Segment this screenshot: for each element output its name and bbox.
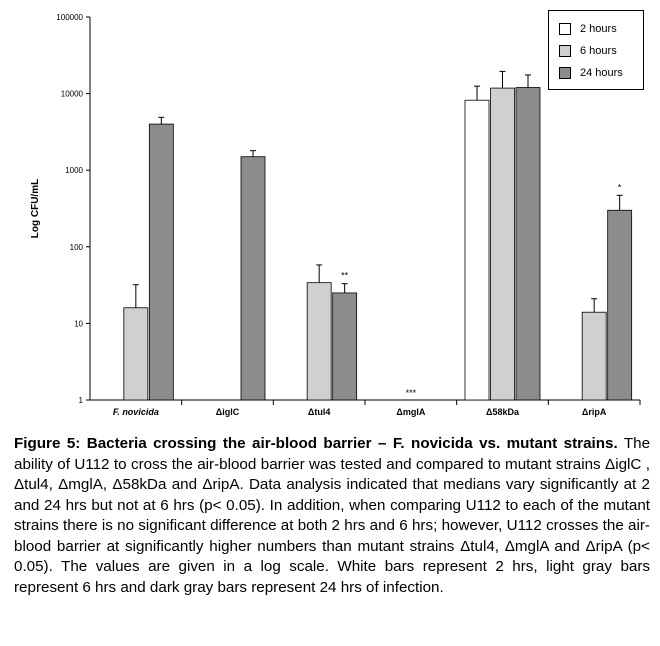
y-tick-label: 100000: [56, 13, 83, 22]
caption-title: Figure 5: Bacteria crossing the air-bloo…: [14, 435, 618, 452]
bar-6-hours: [306, 282, 332, 401]
bar-6-hours: [490, 87, 515, 401]
bar-2-hours: [464, 99, 490, 401]
legend-label-2h: 2 hours: [580, 23, 617, 35]
figure-caption: Figure 5: Bacteria crossing the air-bloo…: [14, 434, 650, 598]
y-tick-label: 1000: [65, 166, 83, 175]
legend-swatch-6h: [559, 45, 571, 57]
significance-marker: *: [618, 182, 622, 192]
x-tick-label: F. novicida: [113, 407, 159, 417]
bar-24-hours: [607, 209, 633, 401]
bar-24-hours: [240, 156, 266, 401]
y-tick-label: 10: [74, 319, 83, 328]
bar-24-hours: [515, 87, 541, 401]
chart-area: 1 10 100 1000 10000 100000 Log CFU/mL F. novici…: [30, 10, 644, 417]
legend-entry-24h: 24 hours: [559, 65, 623, 81]
bar-6-hours: [581, 311, 607, 401]
legend: 2 hours 6 hours 24 hours: [548, 10, 644, 90]
y-tick-label: 10000: [61, 90, 84, 99]
x-tick-label: ΔiglC: [216, 407, 240, 417]
x-tick-label: ΔripA: [582, 407, 607, 417]
legend-entry-6h: 6 hours: [559, 43, 617, 59]
legend-swatch-24h: [559, 67, 571, 79]
caption-body: The ability of U112 to cross the air-blo…: [14, 435, 651, 596]
x-tick-label: Δtul4: [308, 407, 330, 417]
legend-label-6h: 6 hours: [580, 45, 617, 57]
x-tick-label: ΔmglA: [396, 407, 425, 417]
legend-label-24h: 24 hours: [580, 67, 623, 79]
significance-marker: ***: [406, 388, 417, 398]
bar-24-hours: [148, 123, 174, 401]
bar-6-hours: [123, 307, 149, 401]
legend-entry-2h: 2 hours: [559, 21, 617, 37]
bar-24-hours: [332, 292, 358, 401]
legend-swatch-2h: [559, 23, 571, 35]
x-tick-label: Δ58kDa: [486, 407, 520, 417]
significance-marker: **: [341, 271, 349, 281]
y-axis-label: Log CFU/mL: [30, 179, 41, 238]
y-tick-label: 1: [79, 396, 84, 405]
bar-chart: 1 10 100 1000 10000 100000 Log CFU/mL F. novici…: [30, 13, 641, 417]
y-tick-label: 100: [70, 243, 84, 252]
